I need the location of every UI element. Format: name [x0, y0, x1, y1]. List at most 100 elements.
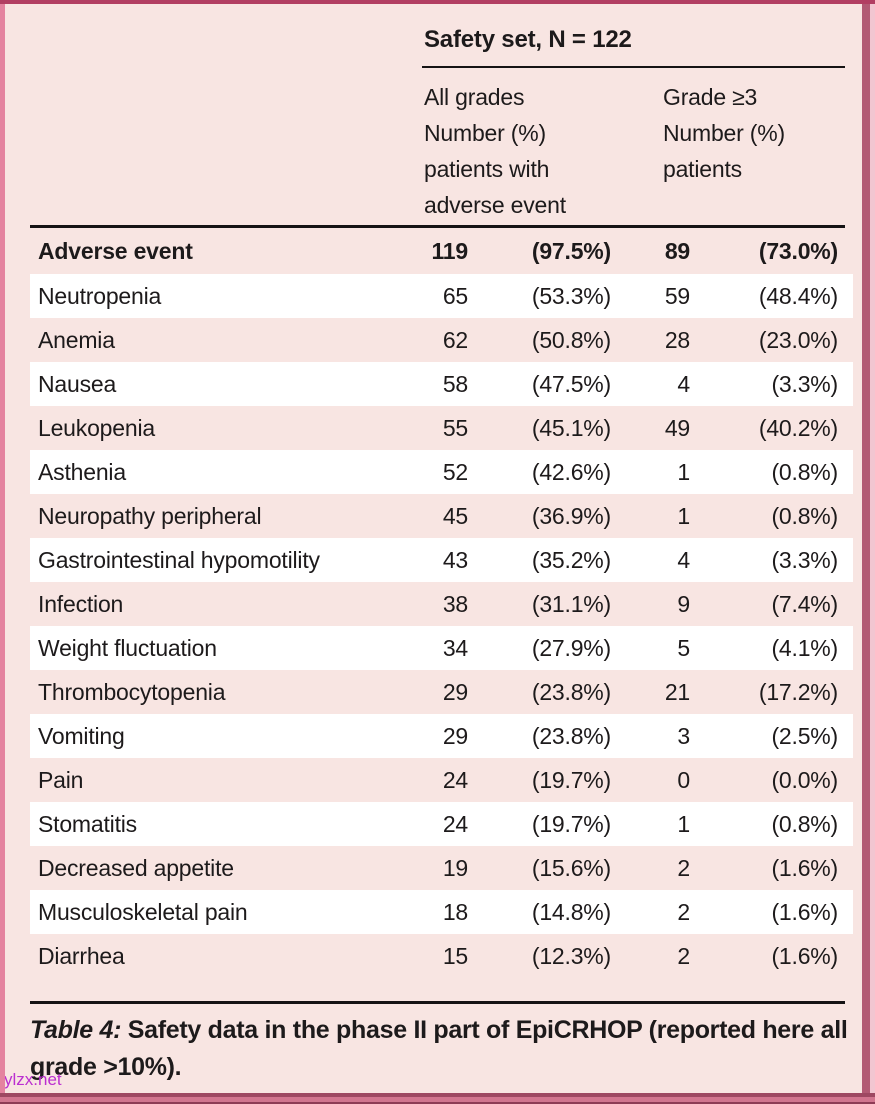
cell-grade3-pct: (0.0%) — [771, 767, 838, 793]
row-label: Vomiting — [38, 723, 125, 749]
cell-grade3-n: 49 — [664, 415, 690, 441]
cell-grade3-n: 59 — [664, 283, 690, 309]
table-row: Decreased appetite 19 (15.6%) 2 (1.6%) — [30, 846, 853, 890]
cell-all-grades-n: 34 — [442, 635, 468, 661]
cell-all-grades-n: 58 — [442, 371, 468, 397]
safety-set-title: Safety set, N = 122 — [424, 26, 632, 53]
row-label: Asthenia — [38, 459, 126, 485]
all-grades-column-header: All grades Number (%) patients with adve… — [424, 79, 566, 223]
cell-grade3-pct: (48.4%) — [758, 283, 838, 309]
cell-grade3-n: 9 — [677, 591, 690, 617]
cell-all-grades-n: 119 — [431, 238, 468, 264]
table-body: Adverse event 119 (97.5%) 89 (73.0%) Neu… — [30, 229, 853, 978]
cell-all-grades-pct: (35.2%) — [531, 547, 611, 573]
cell-grade3-pct: (7.4%) — [771, 591, 838, 617]
row-label: Adverse event — [38, 238, 193, 264]
cell-all-grades-pct: (12.3%) — [531, 943, 611, 969]
table-row: Thrombocytopenia 29 (23.8%) 21 (17.2%) — [30, 670, 853, 714]
cell-all-grades-n: 24 — [442, 767, 468, 793]
cell-grade3-n: 28 — [664, 327, 690, 353]
cell-grade3-n: 2 — [677, 899, 690, 925]
table-row: Pain 24 (19.7%) 0 (0.0%) — [30, 758, 853, 802]
cell-all-grades-pct: (23.8%) — [531, 723, 611, 749]
cell-grade3-n: 4 — [677, 371, 690, 397]
table-row: Infection 38 (31.1%) 9 (7.4%) — [30, 582, 853, 626]
frame-border-top — [0, 0, 875, 4]
cell-all-grades-pct: (31.1%) — [531, 591, 611, 617]
cell-grade3-pct: (1.6%) — [771, 899, 838, 925]
column-header-line: Number (%) — [663, 120, 785, 146]
cell-grade3-pct: (3.3%) — [771, 547, 838, 573]
cell-all-grades-n: 65 — [442, 283, 468, 309]
table-row: Leukopenia 55 (45.1%) 49 (40.2%) — [30, 406, 853, 450]
cell-all-grades-pct: (19.7%) — [531, 811, 611, 837]
cell-grade3-n: 21 — [664, 679, 690, 705]
data-rows-container: Neutropenia 65 (53.3%) 59 (48.4%) Anemia… — [30, 274, 853, 978]
cell-all-grades-n: 55 — [442, 415, 468, 441]
table-row: Weight fluctuation 34 (27.9%) 5 (4.1%) — [30, 626, 853, 670]
cell-grade3-pct: (0.8%) — [771, 503, 838, 529]
frame-border-bottom — [0, 1093, 875, 1104]
row-label: Decreased appetite — [38, 855, 234, 881]
row-label: Diarrhea — [38, 943, 125, 969]
cell-grade3-pct: (0.8%) — [771, 459, 838, 485]
cell-grade3-n: 1 — [677, 503, 690, 529]
cell-all-grades-n: 52 — [442, 459, 468, 485]
table-row: Musculoskeletal pain 18 (14.8%) 2 (1.6%) — [30, 890, 853, 934]
table-row: Gastrointestinal hypomotility 43 (35.2%)… — [30, 538, 853, 582]
cell-all-grades-pct: (97.5%) — [531, 238, 611, 264]
column-header-line: All grades — [424, 84, 525, 110]
cell-all-grades-pct: (14.8%) — [531, 899, 611, 925]
row-label: Neuropathy peripheral — [38, 503, 262, 529]
cell-grade3-n: 2 — [677, 855, 690, 881]
cell-grade3-pct: (2.5%) — [771, 723, 838, 749]
row-label: Gastrointestinal hypomotility — [38, 547, 320, 573]
cell-grade3-pct: (4.1%) — [771, 635, 838, 661]
table-row: Neutropenia 65 (53.3%) 59 (48.4%) — [30, 274, 853, 318]
row-label: Anemia — [38, 327, 115, 353]
cell-grade3-n: 3 — [677, 723, 690, 749]
cell-all-grades-n: 29 — [442, 679, 468, 705]
row-label: Weight fluctuation — [38, 635, 217, 661]
table-row: Stomatitis 24 (19.7%) 1 (0.8%) — [30, 802, 853, 846]
row-label: Neutropenia — [38, 283, 162, 309]
row-label: Thrombocytopenia — [38, 679, 226, 705]
table-row: Diarrhea 15 (12.3%) 2 (1.6%) — [30, 934, 853, 978]
cell-grade3-n: 89 — [664, 238, 690, 264]
table-row: Anemia 62 (50.8%) 28 (23.0%) — [30, 318, 853, 362]
cell-all-grades-n: 18 — [442, 899, 468, 925]
table-caption: Table 4: Safety data in the phase II par… — [30, 1012, 850, 1086]
cell-all-grades-pct: (45.1%) — [531, 415, 611, 441]
caption-table-number: Table 4: — [30, 1016, 122, 1044]
table-row: Asthenia 52 (42.6%) 1 (0.8%) — [30, 450, 853, 494]
cell-grade3-n: 2 — [677, 943, 690, 969]
cell-all-grades-n: 24 — [442, 811, 468, 837]
row-label: Infection — [38, 591, 124, 617]
cell-all-grades-pct: (19.7%) — [531, 767, 611, 793]
cell-all-grades-pct: (50.8%) — [531, 327, 611, 353]
cell-grade3-pct: (3.3%) — [771, 371, 838, 397]
cell-all-grades-pct: (47.5%) — [531, 371, 611, 397]
column-header-line: patients with — [424, 156, 550, 182]
cell-all-grades-n: 43 — [442, 547, 468, 573]
cell-all-grades-n: 62 — [442, 327, 468, 353]
table-row: Nausea 58 (47.5%) 4 (3.3%) — [30, 362, 853, 406]
column-header-line: Number (%) — [424, 120, 546, 146]
cell-grade3-pct: (23.0%) — [758, 327, 838, 353]
row-label: Musculoskeletal pain — [38, 899, 248, 925]
cell-grade3-pct: (1.6%) — [771, 943, 838, 969]
frame-border-left — [0, 0, 5, 1104]
cell-grade3-n: 0 — [677, 767, 690, 793]
table-top-rule — [30, 225, 845, 228]
table-row: Neuropathy peripheral 45 (36.9%) 1 (0.8%… — [30, 494, 853, 538]
cell-grade3-pct: (17.2%) — [758, 679, 838, 705]
table-bottom-rule — [30, 1001, 845, 1004]
cell-grade3-pct: (0.8%) — [771, 811, 838, 837]
cell-all-grades-pct: (36.9%) — [531, 503, 611, 529]
cell-grade3-n: 5 — [677, 635, 690, 661]
cell-grade3-n: 4 — [677, 547, 690, 573]
grade3-column-header: Grade ≥3 Number (%) patients — [663, 79, 785, 187]
watermark-text: ylzx.net — [4, 1070, 62, 1089]
cell-all-grades-n: 29 — [442, 723, 468, 749]
